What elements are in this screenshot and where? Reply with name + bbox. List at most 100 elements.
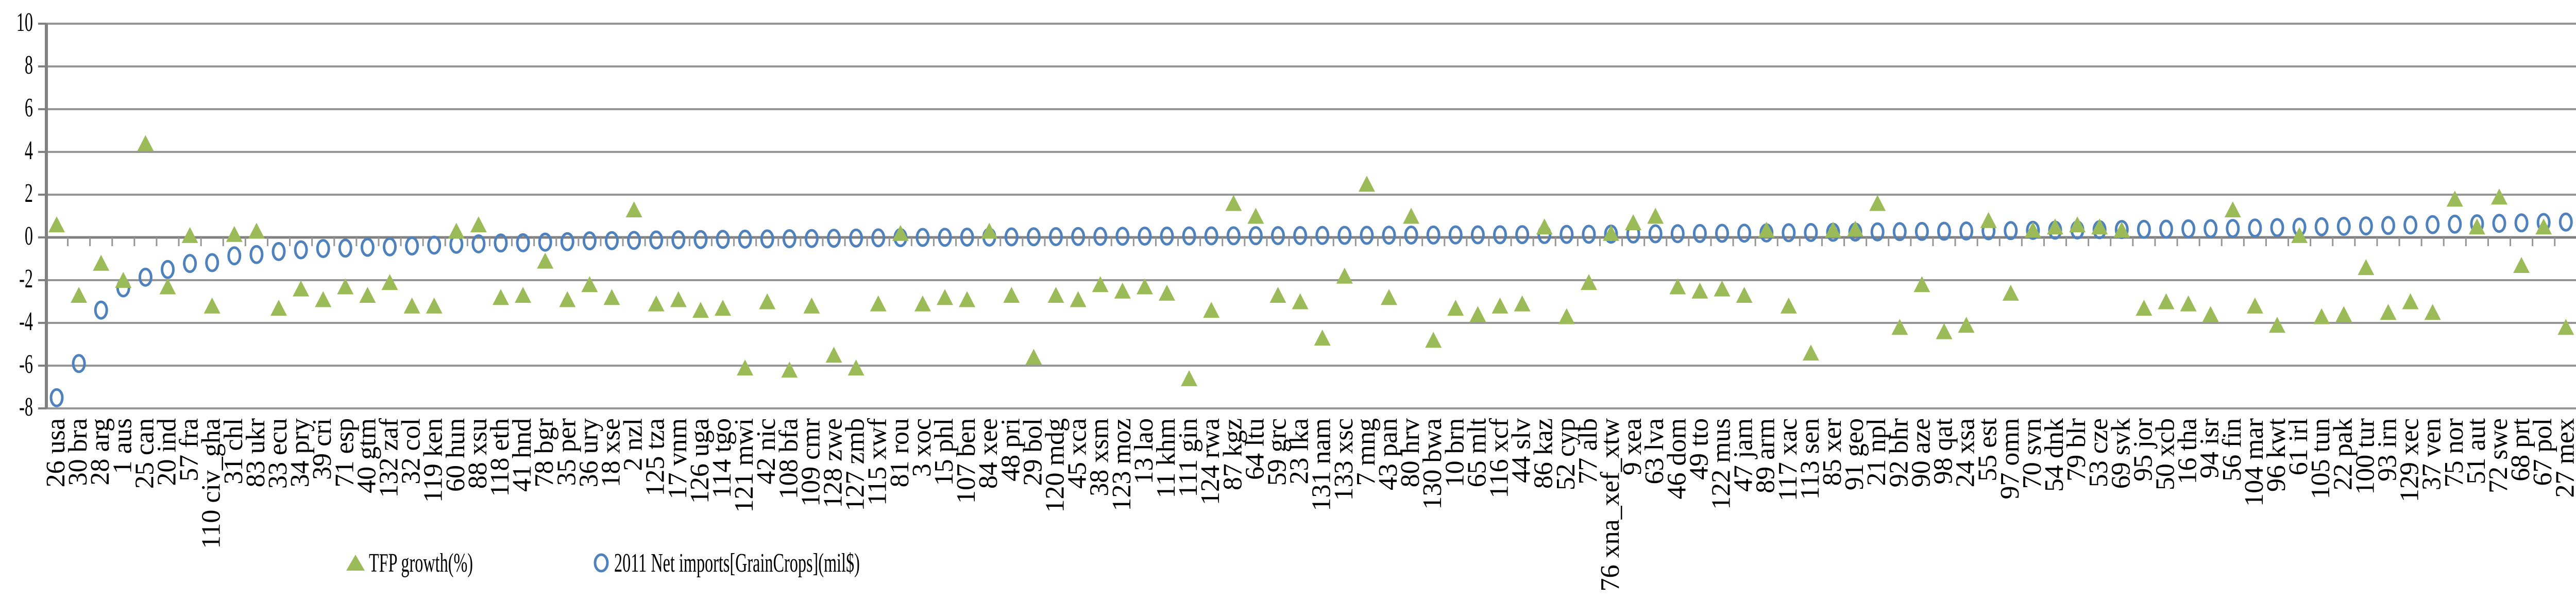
imports-marker (1892, 222, 1907, 242)
x-category-label: 59 grc (1263, 418, 1292, 486)
x-category-label: 105 tun (2306, 418, 2335, 499)
x-category-label: 117 xac (1773, 418, 1803, 501)
tfp-marker (1714, 280, 1731, 297)
tfp-marker (1514, 295, 1531, 312)
x-category-label: 79 blr (2062, 418, 2091, 482)
x-category-label: 29 bol (1018, 418, 1047, 486)
imports-marker (360, 237, 375, 257)
tfp-marker (1936, 323, 1953, 339)
tfp-marker (1269, 287, 1286, 303)
x-category-label: 16 tha (2173, 418, 2202, 485)
tfp-marker (1825, 221, 1841, 238)
x-category-label: 92 bhr (1884, 418, 1913, 487)
x-category-label: 93 irn (2373, 418, 2402, 482)
x-category-label: 77 alb (1573, 418, 1603, 485)
tfp-marker (315, 291, 332, 307)
imports-marker (1515, 225, 1530, 245)
imports-marker (671, 230, 686, 250)
imports-marker (1293, 226, 1308, 245)
imports-marker (1026, 227, 1041, 247)
x-category-label: 26 usa (41, 418, 71, 487)
tfp-marker (737, 359, 754, 376)
tfp-marker (581, 276, 598, 293)
x-category-label: 84 xee (974, 418, 1003, 489)
tfp-marker (1336, 267, 1353, 284)
tfp-marker (2047, 218, 2063, 235)
x-category-label: 78 bgr (530, 418, 559, 487)
tfp-marker (1647, 208, 1664, 224)
x-category-label: 75 nor (2439, 418, 2469, 487)
imports-marker (1360, 226, 1374, 245)
x-category-label: 80 hrv (1396, 418, 1425, 487)
tfp-marker (337, 278, 354, 295)
tfp-marker (937, 289, 953, 305)
tfp-marker (2291, 227, 2308, 243)
tfp-marker (825, 347, 842, 363)
tfp-marker (2269, 317, 2285, 333)
imports-marker (849, 228, 863, 248)
tfp-marker (2402, 293, 2419, 310)
tfp-marker (537, 252, 554, 269)
x-category-label: 131 nam (1307, 418, 1336, 511)
y-axis-left-labels: 10 8 6 4 2 0 -2 -4 -6 -8 (16, 7, 33, 422)
tfp-marker (1580, 274, 1597, 290)
x-category-label: 122 mus (1707, 418, 1736, 510)
tfp-marker (359, 287, 376, 303)
x-category-label: 69 svk (2106, 418, 2136, 489)
tfp-marker (248, 222, 265, 239)
tfp-marker (1913, 276, 1930, 293)
imports-marker (138, 267, 152, 287)
imports-marker (827, 229, 841, 248)
imports-marker (649, 230, 664, 250)
tfp-marker (515, 287, 532, 303)
tfp-marker (226, 226, 243, 242)
x-category-label: 63 lva (1640, 418, 1669, 485)
imports-marker (782, 229, 796, 248)
imports-marker (2448, 214, 2462, 234)
x-category-label: 129 xec (2395, 418, 2425, 502)
tfp-marker (115, 272, 132, 288)
imports-marker (1914, 221, 1929, 241)
imports-marker (938, 228, 952, 247)
tfp-series (48, 135, 2574, 386)
tfp-marker (1669, 278, 1686, 295)
tfp-marker (2335, 306, 2352, 322)
y-left-tick-label: 2 (25, 178, 33, 208)
tfp-marker (2024, 221, 2041, 238)
x-category-label: 94 isr (2195, 418, 2225, 478)
tfp-marker (2002, 284, 2019, 301)
x-category-label: 44 slv (1507, 418, 1536, 483)
imports-marker (2270, 218, 2284, 237)
imports-marker (1493, 225, 1507, 245)
imports-series (49, 212, 2573, 407)
tfp-marker (204, 297, 221, 314)
imports-marker (383, 237, 397, 256)
x-category-label: 116 xcf (1485, 418, 1514, 498)
tfp-marker (2091, 218, 2108, 235)
x-category-label: 119 ken (419, 418, 448, 503)
x-category-label: 10 brn (1440, 418, 1469, 487)
tfp-marker (159, 278, 176, 295)
x-category-label: 13 lao (1129, 418, 1159, 485)
tfp-marker (1025, 349, 1042, 365)
imports-marker (1093, 227, 1108, 246)
x-category-label: 43 pan (1374, 418, 1403, 490)
imports-marker (516, 233, 530, 252)
x-category-label: 7 mng (1351, 418, 1381, 486)
tfp-marker (1447, 299, 1464, 316)
imports-marker (2114, 220, 2129, 239)
tfp-marker (293, 280, 310, 297)
tfp-marker (1403, 208, 1420, 224)
y-left-tick-label: -4 (19, 306, 33, 336)
tfp-marker (1891, 319, 1908, 335)
imports-marker (2558, 212, 2573, 232)
imports-marker (1049, 227, 1063, 247)
tfp-marker (1958, 317, 1975, 333)
tfp-marker (2158, 293, 2175, 310)
tfp-marker (670, 291, 687, 307)
x-category-label: 34 pry (285, 418, 315, 487)
x-category-label: 114 tgo (707, 418, 737, 499)
x-category-label: 39 cri (308, 418, 337, 480)
